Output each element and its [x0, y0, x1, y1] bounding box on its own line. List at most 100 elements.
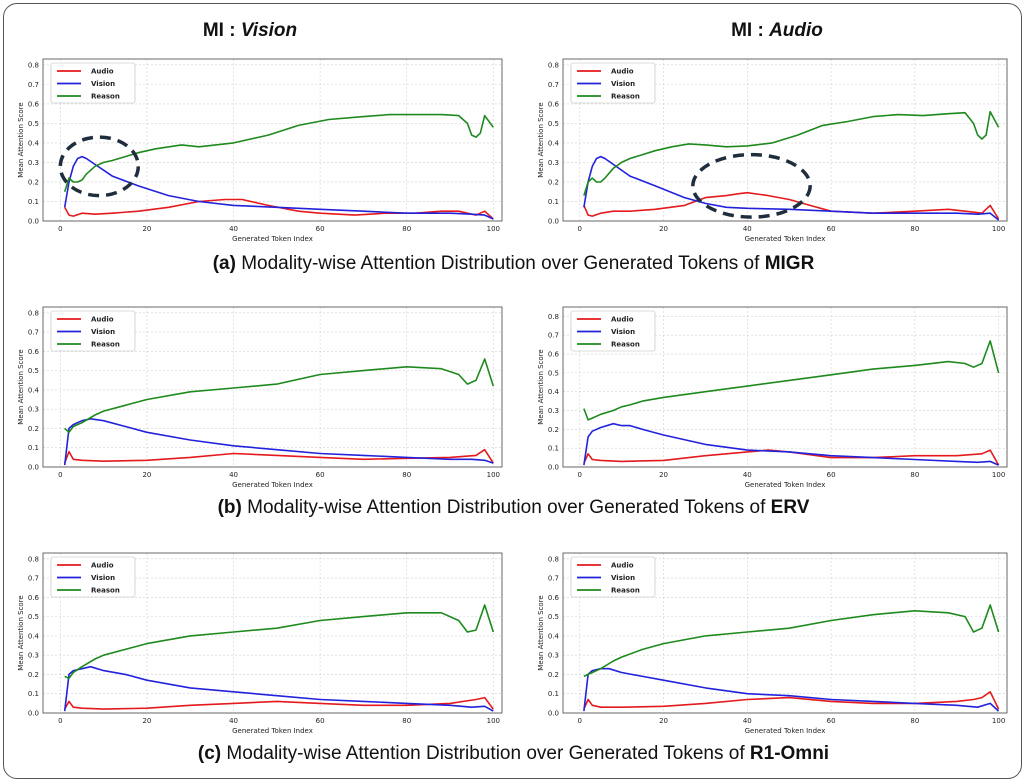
y-tick-label: 0.4 — [548, 139, 560, 147]
series-line-audio — [583, 449, 1000, 466]
y-tick-label: 0.1 — [28, 444, 39, 452]
y-tick-label: 0.8 — [28, 555, 39, 563]
legend-box — [570, 310, 656, 352]
y-tick-label: 0.3 — [28, 406, 39, 414]
y-tick-label: 0.4 — [548, 632, 560, 640]
x-tick-label: 80 — [402, 717, 411, 725]
legend-label-audio: Audio — [91, 316, 114, 324]
y-tick-label: 0.2 — [28, 178, 39, 186]
y-axis-label: Mean Attention Score — [17, 349, 25, 424]
caption-model: R1-Omni — [749, 743, 830, 764]
y-tick-label: 0.6 — [548, 351, 560, 359]
x-tick-label: 60 — [316, 717, 325, 725]
series-line-reason — [63, 113, 494, 192]
series-line-audio — [63, 448, 494, 464]
y-tick-label: 0.6 — [28, 594, 40, 602]
plot-frame — [562, 58, 1008, 222]
caption-b: (b) Modality-wise Attention Distribution… — [0, 497, 1027, 519]
x-tick-label: 0 — [58, 225, 62, 233]
chart-a-audio: 0.0 0.1 0.2 0.3 0.4 0.5 0.6 0.7 0.8 0 20 40 60 80 100 G… — [537, 58, 1008, 243]
header-italic: Audio — [769, 20, 823, 41]
x-tick-label: 80 — [402, 471, 411, 479]
y-tick-label: 0.2 — [28, 425, 39, 433]
series-line-audio — [583, 691, 1000, 710]
y-tick-label: 0.0 — [548, 710, 559, 718]
highlight-ellipse — [691, 152, 812, 219]
x-tick-label: 0 — [578, 225, 582, 233]
legend-label-vision: Vision — [91, 328, 115, 336]
y-tick-label: 0.5 — [548, 613, 559, 621]
series-line-reason — [64, 604, 495, 680]
x-tick-label: 60 — [316, 471, 325, 479]
x-tick-label: 80 — [910, 225, 919, 233]
x-tick-label: 40 — [743, 471, 752, 479]
legend-label-audio: Audio — [91, 68, 114, 76]
x-tick-label: 40 — [743, 225, 752, 233]
x-tick-label: 0 — [578, 717, 582, 725]
y-axis-label: Mean Attention Score — [17, 595, 25, 670]
plot-frame — [562, 306, 1008, 468]
series-line-audio — [64, 696, 494, 710]
y-tick-label: 0.1 — [548, 690, 559, 698]
y-axis-label: Mean Attention Score — [537, 349, 545, 424]
caption-text: Modality-wise Attention Distribution ove… — [221, 743, 750, 764]
legend-label-reason: Reason — [611, 587, 640, 595]
y-tick-label: 0.1 — [28, 198, 39, 206]
legend-box — [50, 310, 136, 352]
x-tick-label: 100 — [487, 471, 500, 479]
x-tick-label: 40 — [743, 717, 752, 725]
caption-a: (a) Modality-wise Attention Distribution… — [0, 253, 1027, 275]
legend-label-reason: Reason — [611, 93, 640, 101]
caption-label: (a) — [212, 253, 236, 274]
column-header-audio: MI : Audio — [731, 20, 823, 42]
x-tick-label: 20 — [659, 225, 668, 233]
column-header-vision: MI : Vision — [203, 20, 297, 42]
legend-box — [50, 556, 136, 598]
y-tick-label: 0.3 — [28, 159, 39, 167]
series-line-reason — [583, 110, 1000, 196]
x-axis-label: Generated Token Index — [745, 235, 826, 243]
header-italic: Vision — [240, 20, 298, 41]
caption-text: Modality-wise Attention Distribution ove… — [241, 497, 771, 518]
x-tick-label: 0 — [58, 717, 62, 725]
x-tick-label: 20 — [142, 225, 151, 233]
x-tick-label: 60 — [827, 717, 836, 725]
legend-label-vision: Vision — [91, 574, 115, 582]
x-tick-label: 100 — [487, 225, 500, 233]
caption-model: ERV — [770, 497, 810, 518]
x-tick-label: 100 — [992, 225, 1005, 233]
y-tick-label: 0.4 — [28, 386, 40, 394]
x-tick-label: 40 — [229, 717, 238, 725]
caption-text: Modality-wise Attention Distribution ove… — [235, 253, 765, 274]
y-tick-label: 0.5 — [28, 367, 39, 375]
y-tick-label: 0.0 — [28, 464, 39, 472]
legend-label-reason: Reason — [91, 93, 120, 101]
y-tick-label: 0.0 — [548, 218, 559, 226]
legend-label-vision: Vision — [611, 80, 635, 88]
plot-frame — [42, 552, 503, 714]
y-tick-label: 0.7 — [28, 329, 39, 337]
chart-c-left: 0.0 0.1 0.2 0.3 0.4 0.5 0.6 0.7 0.8 0 20 40 60 80 100 G… — [17, 552, 503, 735]
series-line-vision — [63, 155, 494, 220]
x-tick-label: 0 — [578, 471, 582, 479]
x-tick-label: 100 — [992, 717, 1005, 725]
caption-c: (c) Modality-wise Attention Distribution… — [0, 743, 1027, 765]
x-tick-label: 80 — [910, 471, 919, 479]
legend-label-audio: Audio — [611, 562, 634, 570]
x-tick-label: 0 — [58, 471, 62, 479]
y-tick-label: 0.1 — [28, 690, 39, 698]
y-tick-label: 0.3 — [548, 652, 559, 660]
x-tick-label: 60 — [827, 225, 836, 233]
legend-label-reason: Reason — [91, 341, 120, 349]
x-tick-label: 20 — [142, 717, 151, 725]
x-tick-label: 40 — [229, 471, 238, 479]
legend-box — [570, 62, 656, 104]
y-tick-label: 0.0 — [28, 218, 39, 226]
y-axis-label: Mean Attention Score — [537, 595, 545, 670]
y-tick-label: 0.1 — [548, 198, 559, 206]
y-tick-label: 0.6 — [548, 100, 560, 108]
y-tick-label: 0.8 — [548, 555, 559, 563]
caption-label: (b) — [217, 497, 242, 518]
series-line-vision — [583, 155, 1000, 221]
y-tick-label: 0.2 — [548, 671, 559, 679]
